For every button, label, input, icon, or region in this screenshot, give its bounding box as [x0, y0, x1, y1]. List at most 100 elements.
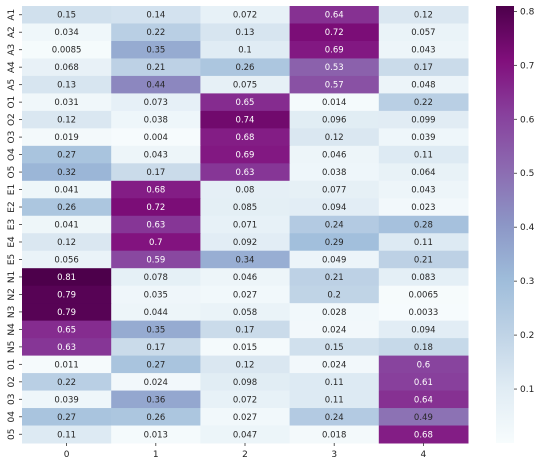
heatmap-cell — [111, 6, 201, 24]
heatmap-cell — [378, 425, 469, 444]
cell-value-label: 0.077 — [322, 186, 346, 196]
heatmap-cell — [289, 408, 380, 427]
heatmap-cell — [378, 23, 469, 42]
heatmap-cell — [289, 320, 380, 339]
heatmap-cell — [289, 93, 380, 112]
heatmap-cell — [378, 285, 469, 304]
cell-value-label: 0.044 — [144, 308, 168, 318]
cell-value-label: 0.69 — [236, 151, 255, 161]
cell-value-label: 0.68 — [236, 133, 255, 143]
heatmap-cell — [200, 215, 291, 234]
y-tick-label: N1 — [7, 271, 17, 283]
cell-value-label: 0.039 — [54, 395, 78, 405]
cell-value-label: 0.094 — [322, 203, 346, 213]
cell-value-label: 0.68 — [414, 430, 433, 440]
cell-value-label: 0.22 — [414, 98, 433, 108]
x-tick-label: 3 — [331, 450, 337, 460]
heatmap-cell — [22, 163, 112, 182]
colorbar-tick-label: 0.1 — [520, 385, 534, 395]
heatmap-cell — [289, 215, 380, 234]
heatmap-cell — [378, 250, 469, 269]
cell-value-label: 0.11 — [414, 238, 433, 248]
heatmap-cell — [111, 40, 201, 59]
cell-value-label: 0.096 — [322, 116, 346, 126]
heatmap-cell — [200, 23, 291, 42]
cell-value-label: 0.12 — [236, 360, 255, 370]
heatmap-cell — [22, 180, 112, 199]
heatmap-cell — [22, 338, 112, 357]
heatmap-cell — [200, 338, 291, 357]
heatmap-cell — [289, 75, 380, 94]
cell-value-label: 0.7 — [149, 238, 163, 248]
heatmap-cell — [289, 338, 380, 357]
cell-value-label: 0.64 — [325, 11, 344, 21]
colorbar: 0.1 0.2 0.3 0.4 0.5 0.6 0.7 0.8 — [496, 6, 535, 443]
cell-value-label: 0.031 — [54, 98, 78, 108]
cell-value-label: 0.028 — [322, 308, 346, 318]
cell-value-label: 0.17 — [236, 325, 255, 335]
heatmap-cell — [22, 58, 112, 77]
cell-value-label: 0.32 — [57, 168, 76, 178]
y-tick-label: O3 — [7, 131, 17, 144]
heatmap-cell — [289, 373, 380, 392]
cell-value-label: 0.12 — [57, 116, 76, 126]
cell-value-label: 0.1 — [238, 46, 252, 56]
heatmap-cell — [111, 75, 201, 94]
cell-value-label: 0.21 — [146, 63, 165, 73]
cell-value-label: 0.29 — [325, 238, 344, 248]
cell-value-label: 0.35 — [146, 46, 165, 56]
cell-value-label: 0.023 — [411, 203, 435, 213]
y-tick-label: N3 — [7, 306, 17, 318]
cell-value-label: 0.21 — [325, 273, 344, 283]
colorbar-tick-label: 0.6 — [520, 115, 535, 125]
y-tick-label: E2 — [7, 201, 17, 212]
heatmap-cell — [200, 373, 291, 392]
heatmap-cell — [111, 23, 201, 42]
cell-value-label: 0.092 — [233, 238, 257, 248]
cell-value-label: 0.63 — [236, 168, 255, 178]
heatmap-cell — [200, 93, 291, 112]
heatmap-cell — [200, 268, 291, 287]
heatmap-cell — [378, 145, 469, 164]
y-tick-label: O2 — [7, 113, 17, 126]
x-tick-label: 4 — [421, 450, 427, 460]
cell-value-label: 0.046 — [233, 273, 257, 283]
y-tick-label: E1 — [7, 184, 17, 195]
heatmap-cell — [22, 198, 112, 217]
heatmap-cell — [378, 320, 469, 339]
cell-value-label: 0.043 — [144, 151, 168, 161]
heatmap-cell — [378, 6, 469, 24]
cell-value-label: 0.21 — [414, 255, 433, 265]
y-axis-tick-labels: A1 A2 A3 A4 A5 O1 O2 O3 O4 O5 E1 E2 E3 E4 E5 N1 N2 N3 N4 N5… — [7, 9, 22, 440]
heatmap-cell — [378, 215, 469, 234]
heatmap-cell — [22, 250, 112, 269]
heatmap-cell — [200, 250, 291, 269]
cell-value-label: 0.53 — [325, 63, 344, 73]
y-tick-label: N2 — [7, 288, 17, 300]
cell-value-label: 0.26 — [146, 413, 165, 423]
heatmap-cell — [289, 268, 380, 287]
heatmap-cell — [378, 93, 469, 112]
heatmap-cell — [289, 6, 380, 24]
y-tick-label: 04 — [7, 411, 17, 423]
cell-value-label: 0.65 — [57, 325, 76, 335]
heatmap-cell — [378, 128, 469, 147]
y-tick-label: N4 — [7, 323, 17, 336]
cell-value-label: 0.047 — [233, 430, 257, 440]
cell-value-label: 0.79 — [57, 308, 76, 318]
x-tick-label: 2 — [242, 450, 248, 460]
heatmap-cell — [200, 145, 291, 164]
heatmap-cell — [111, 128, 201, 147]
cell-value-label: 0.63 — [146, 221, 165, 231]
colorbar-tick-label: 0.4 — [520, 223, 535, 233]
heatmap-cell — [111, 355, 201, 374]
cell-value-label: 0.024 — [322, 360, 346, 370]
heatmap-cell — [111, 408, 201, 427]
heatmap-cell — [200, 58, 291, 77]
y-tick-label: A2 — [7, 26, 17, 38]
y-tick-label: E5 — [7, 254, 17, 265]
heatmap-cell — [200, 425, 291, 444]
heatmap-cell — [378, 338, 469, 357]
x-axis-tick-labels: 0 1 2 3 4 — [64, 443, 427, 460]
